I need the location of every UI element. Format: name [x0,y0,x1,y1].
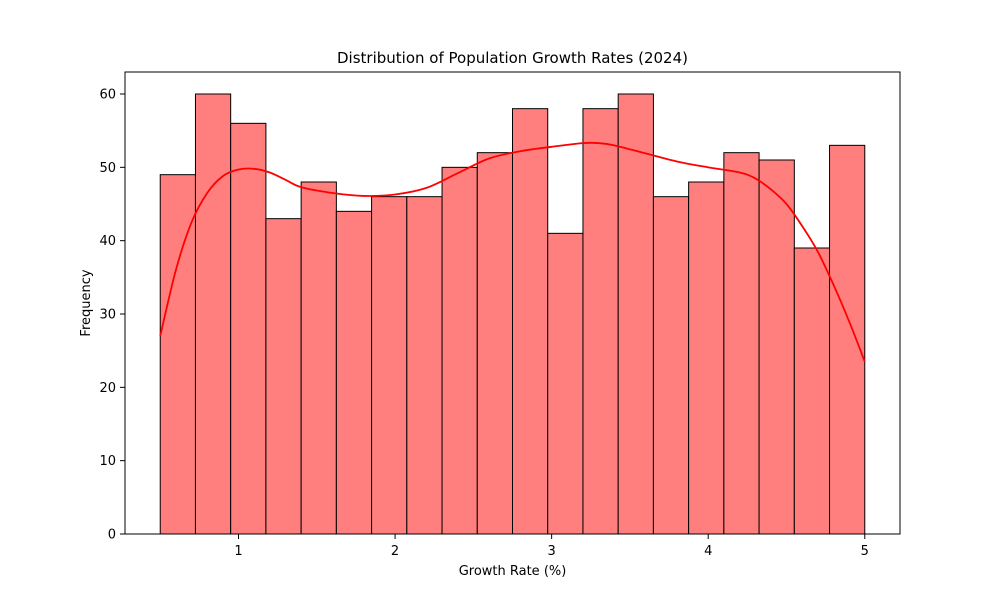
histogram-bar [335,210,373,535]
x-axis-ticks: 1 2 3 4 5 [234,534,869,559]
histogram-bar [371,196,408,535]
y-axis-ticks: 0 10 20 30 40 50 60 [99,88,125,543]
y-tick-label: 50 [99,161,116,176]
histogram-bar [194,93,232,535]
y-tick-label: 40 [99,234,116,249]
histogram-bar [582,108,619,535]
histogram-bar [829,144,866,535]
histogram-bar [688,181,725,535]
x-tick-label: 1 [234,544,242,559]
x-tick-label: 3 [548,544,556,559]
histogram-bar [723,152,760,535]
plot-frame [124,71,901,535]
x-tick-label: 4 [704,544,712,559]
histogram-bar [441,166,478,535]
kde-curve [159,141,866,362]
bars-layer [159,93,866,535]
histogram-bar [265,218,302,535]
y-tick-label: 10 [99,454,116,469]
chart-title: Distribution of Population Growth Rates … [337,49,688,67]
y-tick-label: 30 [99,308,116,323]
y-axis-label: Frequency [79,269,94,336]
histogram-bar [159,174,196,535]
histogram-bar [758,159,795,535]
histogram-bar [793,247,831,535]
histogram-bar [652,196,690,535]
x-tick-label: 5 [861,544,869,559]
histogram-bar [512,108,549,535]
histogram-bar [406,196,443,535]
histogram-bar [300,181,337,535]
y-tick-label: 0 [108,528,116,543]
histogram-bar [476,152,514,535]
histogram-bar [230,122,267,535]
y-tick-label: 60 [99,88,116,103]
histogram-bar [617,93,654,535]
histogram-bar [547,232,584,535]
x-axis-label: Growth Rate (%) [459,564,567,579]
y-tick-label: 20 [99,381,116,396]
x-tick-label: 2 [391,544,399,559]
